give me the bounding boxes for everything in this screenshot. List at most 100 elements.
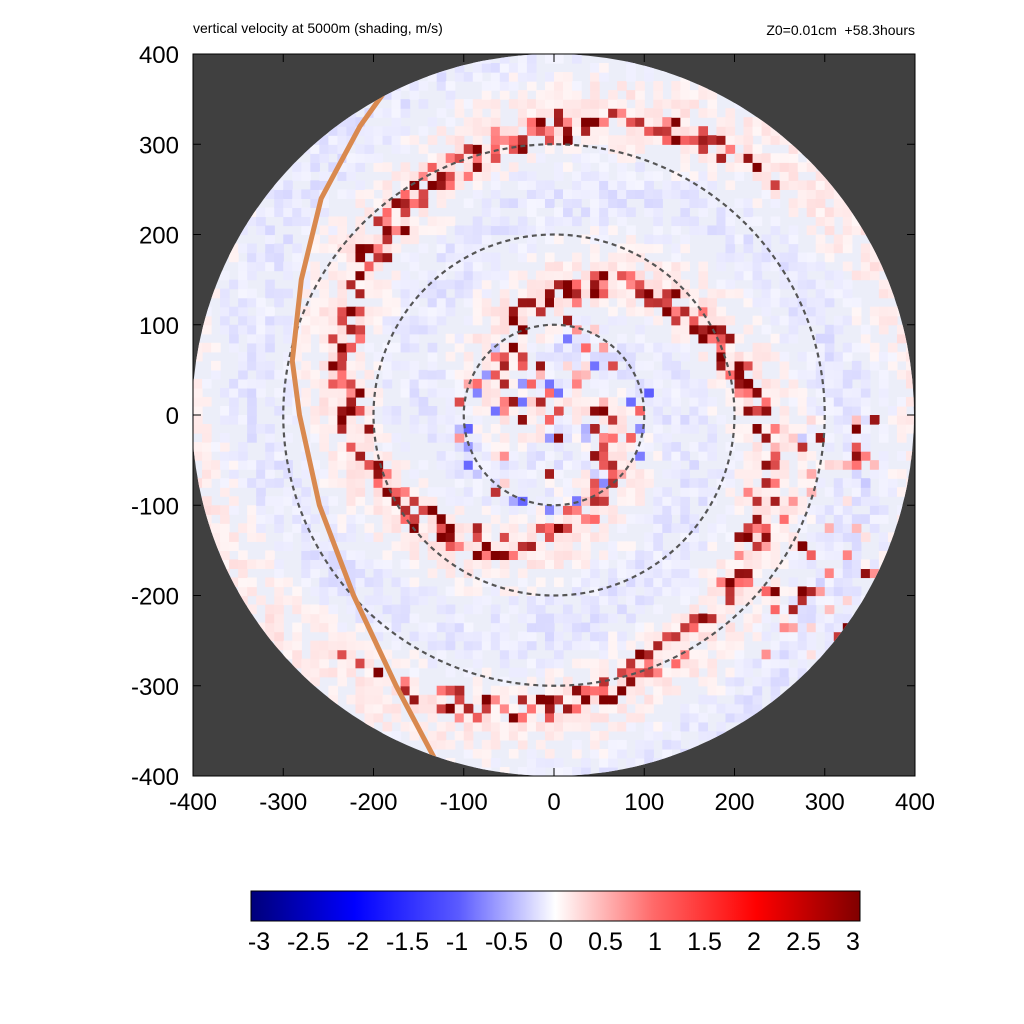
heatmap-cell [238, 279, 248, 290]
heatmap-cell [427, 117, 438, 127]
heatmap-cell [563, 342, 573, 353]
heatmap-cell [878, 306, 889, 317]
heatmap-cell [635, 424, 645, 434]
heatmap-cell [752, 523, 763, 533]
heatmap-cell [860, 261, 871, 272]
heatmap-cell [445, 162, 456, 172]
heatmap-cell [364, 694, 375, 705]
heatmap-cell [427, 72, 438, 82]
heatmap-cell [337, 234, 348, 245]
heatmap-cell [554, 270, 564, 281]
heatmap-cell [770, 315, 781, 326]
heatmap-cell [436, 559, 447, 570]
heatmap-cell [445, 685, 456, 696]
heatmap-cell [671, 117, 681, 127]
heatmap-cell [499, 135, 510, 145]
heatmap-cell [454, 622, 465, 633]
heatmap-cell [617, 523, 627, 533]
heatmap-cell [508, 63, 519, 73]
heatmap-cell [734, 559, 745, 570]
heatmap-cell [454, 261, 465, 272]
heatmap-cell [220, 451, 230, 461]
heatmap-cell [563, 505, 573, 515]
heatmap-cell [716, 288, 727, 299]
heatmap-cell [842, 342, 853, 353]
heatmap-cell [563, 198, 573, 209]
heatmap-cell [346, 604, 357, 615]
heatmap-cell [554, 541, 564, 551]
heatmap-cell [427, 387, 438, 398]
heatmap-cell [779, 270, 790, 281]
heatmap-cell [761, 234, 772, 245]
heatmap-cell [707, 288, 718, 299]
heatmap-cell [328, 405, 339, 416]
heatmap-cell [842, 288, 853, 299]
heatmap-cell [707, 631, 718, 642]
heatmap-cell [202, 324, 212, 335]
heatmap-cell [238, 360, 248, 371]
heatmap-cell [563, 297, 573, 308]
heatmap-cell [517, 568, 528, 579]
heatmap-cell [671, 225, 681, 236]
heatmap-cell [382, 568, 393, 579]
heatmap-cell [725, 649, 736, 660]
heatmap-cell [608, 351, 618, 362]
heatmap-cell [355, 315, 366, 326]
heatmap-cell [481, 288, 492, 299]
heatmap-cell [499, 523, 510, 533]
heatmap-cell [544, 198, 555, 209]
heatmap-cell [644, 469, 654, 479]
heatmap-cell [599, 288, 609, 299]
heatmap-cell [445, 369, 456, 380]
heatmap-cell [671, 99, 681, 109]
heatmap-cell [319, 360, 329, 371]
heatmap-cell [481, 126, 492, 136]
heatmap-cell [581, 433, 591, 443]
heatmap-cell [725, 631, 736, 642]
heatmap-cell [391, 135, 402, 145]
heatmap-cell [590, 324, 600, 335]
heatmap-cell [671, 523, 681, 533]
heatmap-cell [499, 90, 510, 100]
heatmap-cell [671, 658, 681, 669]
heatmap-cell [526, 225, 537, 236]
heatmap-cell [256, 523, 266, 533]
heatmap-cell [698, 225, 709, 236]
heatmap-cell [590, 333, 600, 344]
heatmap-cell [400, 442, 411, 452]
colorbar-tick-label: 3 [846, 928, 860, 956]
heatmap-cell [572, 631, 582, 642]
heatmap-cell [563, 279, 573, 290]
heatmap-cell [743, 234, 754, 245]
heatmap-cell [797, 478, 808, 488]
heatmap-cell [337, 189, 348, 200]
heatmap-cell [788, 270, 799, 281]
heatmap-cell [689, 288, 700, 299]
heatmap-cell [481, 433, 492, 443]
heatmap-cell [292, 261, 302, 272]
heatmap-cell [517, 396, 528, 407]
heatmap-cell [554, 631, 564, 642]
heatmap-cell [454, 396, 465, 407]
heatmap-cell [761, 297, 772, 308]
heatmap-cell [680, 613, 690, 624]
heatmap-cell [833, 207, 844, 218]
heatmap-cell [887, 405, 898, 416]
heatmap-cell [680, 658, 690, 669]
heatmap-cell [355, 252, 366, 263]
heatmap-cell [364, 469, 375, 479]
heatmap-cell [391, 171, 402, 181]
heatmap-cell [581, 396, 591, 407]
heatmap-cell [427, 586, 438, 597]
heatmap-cell [544, 559, 555, 570]
heatmap-cell [707, 442, 718, 452]
heatmap-cell [815, 613, 826, 624]
heatmap-cell [481, 405, 492, 416]
heatmap-cell [490, 442, 501, 452]
heatmap-cell [436, 162, 447, 172]
heatmap-cell [472, 180, 483, 190]
heatmap-cell [490, 108, 501, 118]
heatmap-cell [346, 405, 357, 416]
heatmap-cell [671, 451, 681, 461]
